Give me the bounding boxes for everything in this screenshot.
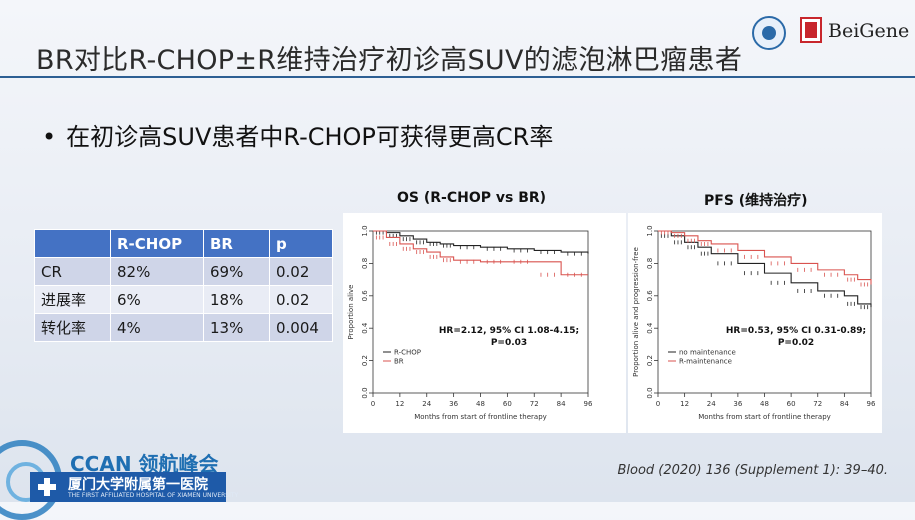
plot-frame	[372, 230, 589, 394]
series-line-1	[658, 230, 872, 285]
y-axis-label: Proportion alive and progression-free	[632, 247, 640, 377]
x-tick-label: 48	[760, 400, 769, 408]
hospital-subtitle: THE FIRST AFFILIATED HOSPITAL OF XIAMEN …	[68, 492, 239, 499]
pfs-km-chart: 0 12 24 36 48 60 72 84 96 0.0 0.2 0.4 0.6 0.8 1.0 Month…	[628, 213, 882, 433]
table-cell: 69%	[203, 257, 270, 286]
x-tick-label: 36	[449, 400, 458, 408]
hospital-name: 厦门大学附属第一医院	[68, 477, 208, 493]
x-tick-label: 60	[503, 400, 512, 408]
results-table: R-CHOP BR p CR 82% 69% 0.02 进展率 6% 18% 0…	[34, 229, 333, 342]
y-tick-label: 0.8	[646, 258, 654, 269]
y-tick-label: 0.4	[361, 322, 369, 334]
table-cell: 0.02	[269, 285, 333, 314]
slide-title: BR对比R-CHOP±R维持治疗初诊高SUV的滤泡淋巴瘤患者	[36, 45, 743, 76]
table-cell: 进展率	[34, 285, 111, 314]
x-tick-label: 84	[557, 400, 566, 408]
table-cell: CR	[34, 257, 111, 286]
x-tick-label: 0	[371, 400, 375, 408]
hr-annotation: HR=2.12, 95% CI 1.08-4.15;	[439, 326, 579, 336]
x-tick-label: 12	[395, 400, 404, 408]
table-row: 转化率 4% 13% 0.004	[34, 313, 333, 342]
table-cell: 0.004	[269, 313, 333, 342]
table-row: CR 82% 69% 0.02	[34, 257, 333, 286]
table-cell: 0.02	[269, 257, 333, 286]
table-cell: 18%	[203, 285, 270, 314]
y-tick-label: 0.2	[361, 355, 369, 366]
bullet-dot: •	[42, 123, 57, 151]
x-tick-label: 72	[530, 400, 539, 408]
table-row: 进展率 6% 18% 0.02	[34, 285, 333, 314]
table-header-cell: p	[269, 229, 333, 258]
citation: Blood (2020) 136 (Supplement 1): 39–40.	[617, 463, 888, 478]
x-tick-label: 96	[584, 400, 593, 408]
title-divider	[0, 76, 915, 78]
table-header-cell: BR	[203, 229, 270, 258]
y-tick-label: 0.8	[361, 258, 369, 269]
beigene-logo-text: BeiGene	[828, 20, 910, 42]
y-tick-label: 0.2	[646, 355, 654, 366]
table-header-row: R-CHOP BR p	[34, 229, 333, 258]
y-tick-label: 1.0	[361, 225, 369, 236]
y-tick-label: 0.0	[646, 387, 654, 398]
x-tick-label: 48	[476, 400, 485, 408]
y-tick-label: 0.6	[646, 290, 654, 302]
x-tick-label: 24	[422, 400, 431, 408]
table-cell: 转化率	[34, 313, 111, 342]
os-km-chart: 0 12 24 36 48 60 72 84 96 0.0 0.2 0.4 0.6 0.8 1.0 Month…	[343, 213, 626, 433]
hr-annotation: P=0.02	[778, 338, 814, 348]
x-tick-label: 0	[656, 400, 660, 408]
x-tick-label: 96	[867, 400, 876, 408]
legend-label: R-maintenance	[679, 358, 732, 366]
series-line-0	[373, 230, 589, 254]
hr-annotation: P=0.03	[491, 338, 527, 348]
medical-cross-icon	[38, 478, 56, 496]
series-line-1	[373, 230, 588, 276]
x-tick-label: 72	[813, 400, 822, 408]
os-chart-title: OS (R-CHOP vs BR)	[397, 190, 547, 206]
y-tick-label: 1.0	[646, 225, 654, 236]
x-tick-label: 60	[787, 400, 796, 408]
series-line-0	[658, 230, 872, 308]
pfs-chart-title: PFS (维持治疗)	[704, 193, 808, 209]
y-tick-label: 0.4	[646, 322, 654, 334]
table-cell: 13%	[203, 313, 270, 342]
legend-label: BR	[394, 358, 404, 366]
table-header-cell	[34, 229, 111, 258]
x-tick-label: 24	[707, 400, 716, 408]
y-axis-label: Proportion alive	[347, 285, 355, 340]
x-axis-label: Months from start of frontline therapy	[414, 413, 547, 421]
university-seal-logo	[752, 16, 786, 50]
hr-annotation: HR=0.53, 95% CI 0.31-0.89;	[726, 326, 866, 336]
legend-label: no maintenance	[679, 349, 736, 357]
x-axis-label: Months from start of frontline therapy	[698, 413, 831, 421]
hospital-banner	[30, 472, 226, 502]
x-tick-label: 84	[840, 400, 849, 408]
table-cell: 4%	[110, 313, 204, 342]
legend-label: R-CHOP	[394, 349, 421, 357]
y-tick-label: 0.6	[361, 290, 369, 302]
table-cell: 6%	[110, 285, 204, 314]
bullet-text: 在初诊高SUV患者中R-CHOP可获得更高CR率	[66, 123, 554, 151]
table-cell: 82%	[110, 257, 204, 286]
y-tick-label: 0.0	[361, 387, 369, 398]
x-tick-label: 36	[733, 400, 742, 408]
x-tick-label: 12	[680, 400, 689, 408]
table-header-cell: R-CHOP	[110, 229, 204, 258]
beigene-mark-icon	[800, 17, 822, 43]
key-finding-bullet: • 在初诊高SUV患者中R-CHOP可获得更高CR率	[42, 117, 553, 152]
